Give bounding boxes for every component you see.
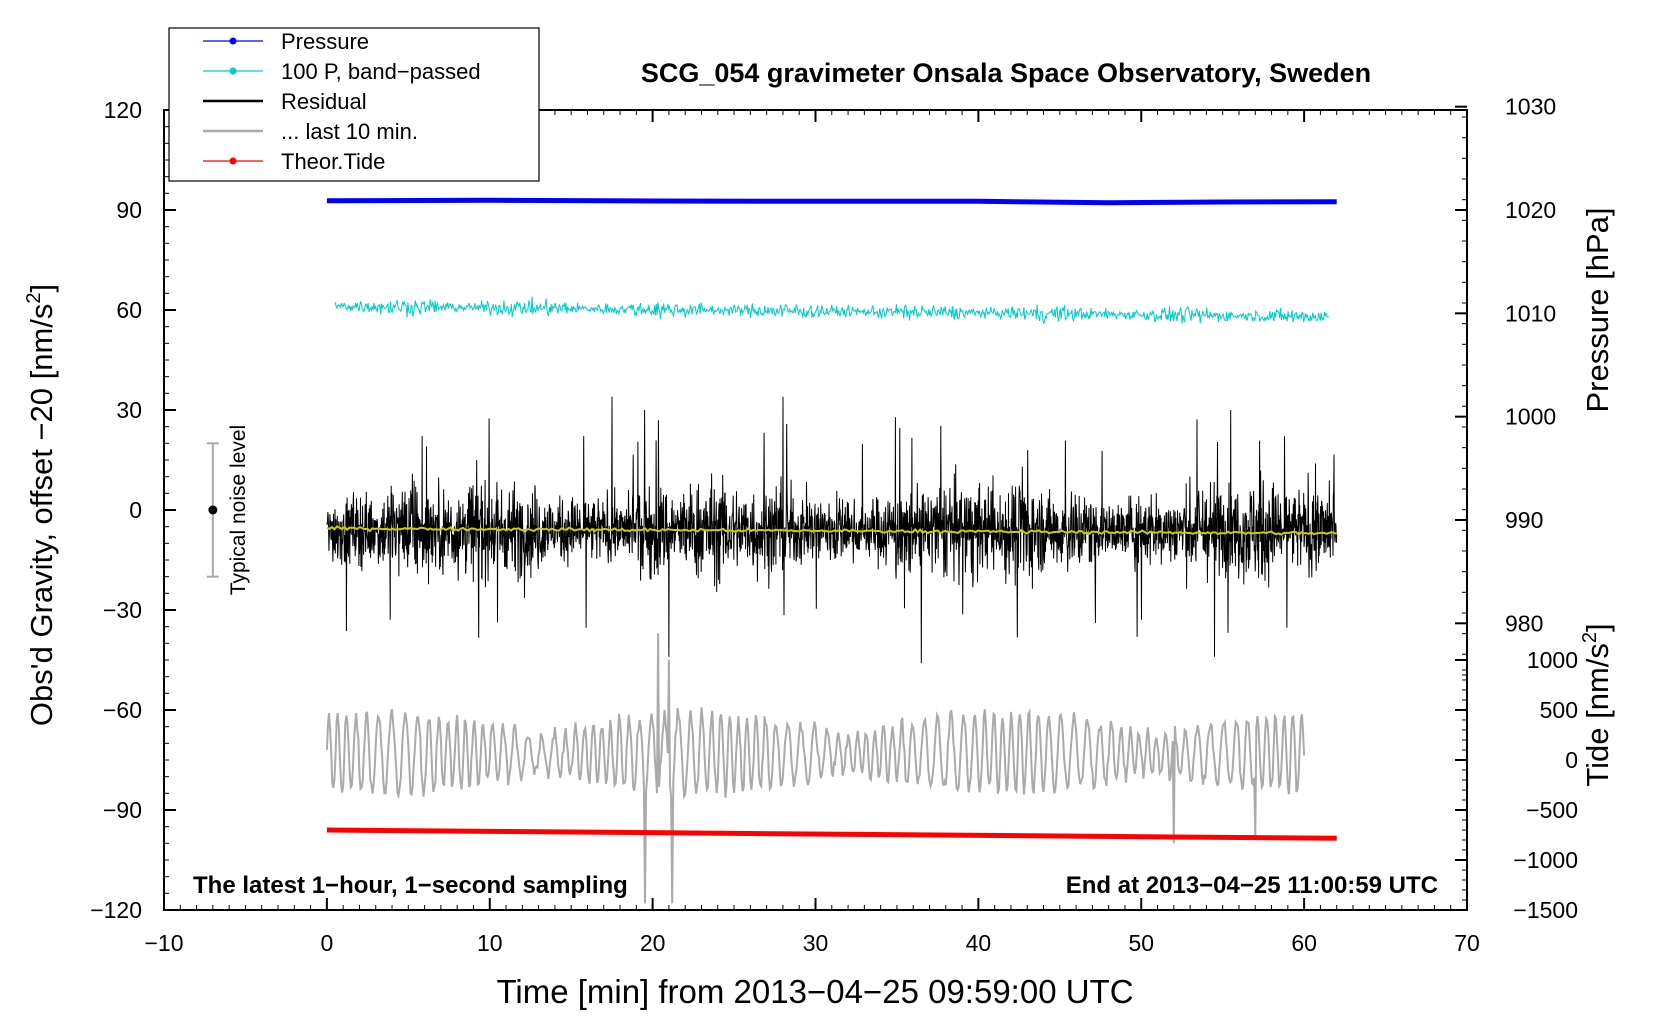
series-theor-tide: [326, 827, 1337, 841]
pressure-tick-label: 1020: [1505, 197, 1556, 223]
legend-label: ... last 10 min.: [281, 119, 418, 144]
x-tick-label: 60: [1291, 930, 1317, 956]
x-axis-label: Time [min] from 2013−04−25 09:59:00 UTC: [496, 973, 1133, 1010]
legend-marker: [229, 37, 237, 45]
legend-label: Residual: [281, 89, 367, 114]
y-tick-label: 30: [116, 397, 142, 423]
x-tick-label: 50: [1128, 930, 1154, 956]
series-pressure-band-passed: [334, 296, 1329, 324]
x-tick-label: 70: [1454, 930, 1480, 956]
noise-level-dot: [208, 505, 218, 515]
chart-title: SCG_054 gravimeter Onsala Space Observat…: [641, 58, 1371, 88]
pressure-axis-ticks: 980 990 1000 1010 1020 1030: [1455, 94, 1556, 676]
pressure-tick-label: 1000: [1505, 404, 1556, 430]
y-tick-label: 120: [104, 97, 142, 123]
legend-marker: [229, 157, 237, 165]
legend-marker: [229, 67, 237, 75]
y-axis-ticks: −120 −90 −60 −30 0 30 60 90 120: [90, 97, 176, 923]
legend-box: [168, 27, 540, 182]
series-residual: [326, 396, 1338, 664]
x-tick-label: 30: [803, 930, 829, 956]
y-tick-label: 90: [116, 197, 142, 223]
pressure-tick-label: 1030: [1505, 94, 1556, 120]
noise-level-indicator: Typical noise level: [206, 425, 250, 595]
y-tick-label: −30: [103, 597, 142, 623]
plot-content: [325, 197, 1338, 904]
tide-tick-label: −1500: [1513, 897, 1578, 923]
annotation-sampling: The latest 1−hour, 1−second sampling: [193, 872, 628, 899]
tide-tick-label: 1000: [1527, 647, 1578, 673]
series-residual-mean: [326, 525, 1337, 536]
pressure-tick-label: 980: [1505, 610, 1543, 636]
x-tick-label: 10: [477, 930, 503, 956]
pressure-axis-label: Pressure [hPa]: [1580, 207, 1615, 412]
y-tick-label: 0: [129, 497, 142, 523]
y-axis-label-left: Obs'd Gravity, offset −20 [nm/s2]: [23, 284, 59, 726]
tide-tick-label: 0: [1565, 747, 1578, 773]
y-tick-label: −90: [103, 797, 142, 823]
x-tick-label: 20: [640, 930, 666, 956]
noise-level-label: Typical noise level: [227, 425, 250, 595]
x-tick-label: 0: [320, 930, 333, 956]
tide-tick-label: −500: [1526, 797, 1578, 823]
pressure-tick-label: 1010: [1505, 300, 1556, 326]
x-tick-label: −10: [144, 930, 183, 956]
y-tick-label: −60: [103, 697, 142, 723]
legend-label: Theor.Tide: [281, 149, 385, 174]
series-last-10-min: [325, 633, 1306, 904]
y-tick-label: 60: [116, 297, 142, 323]
tide-axis-ticks: −1500 −1000 −500 0 500 1000: [1455, 647, 1578, 923]
x-tick-label: 40: [966, 930, 992, 956]
series-pressure: [326, 197, 1337, 206]
y-tick-label: −120: [90, 897, 142, 923]
x-axis-ticks: −10 0 10 20 30 40 50 60 70: [144, 110, 1480, 956]
legend-label: 100 P, band−passed: [281, 59, 481, 84]
annotation-end-time: End at 2013−04−25 11:00:59 UTC: [1066, 872, 1438, 899]
tide-tick-label: −1000: [1513, 847, 1578, 873]
pressure-tick-label: 990: [1505, 507, 1543, 533]
tide-axis-label: Tide [nm/s2]: [1579, 623, 1615, 786]
legend-label: Pressure: [281, 29, 369, 54]
tide-tick-label: 500: [1540, 697, 1578, 723]
legend: Pressure 100 P, band−passed Residual ... la…: [168, 27, 540, 182]
